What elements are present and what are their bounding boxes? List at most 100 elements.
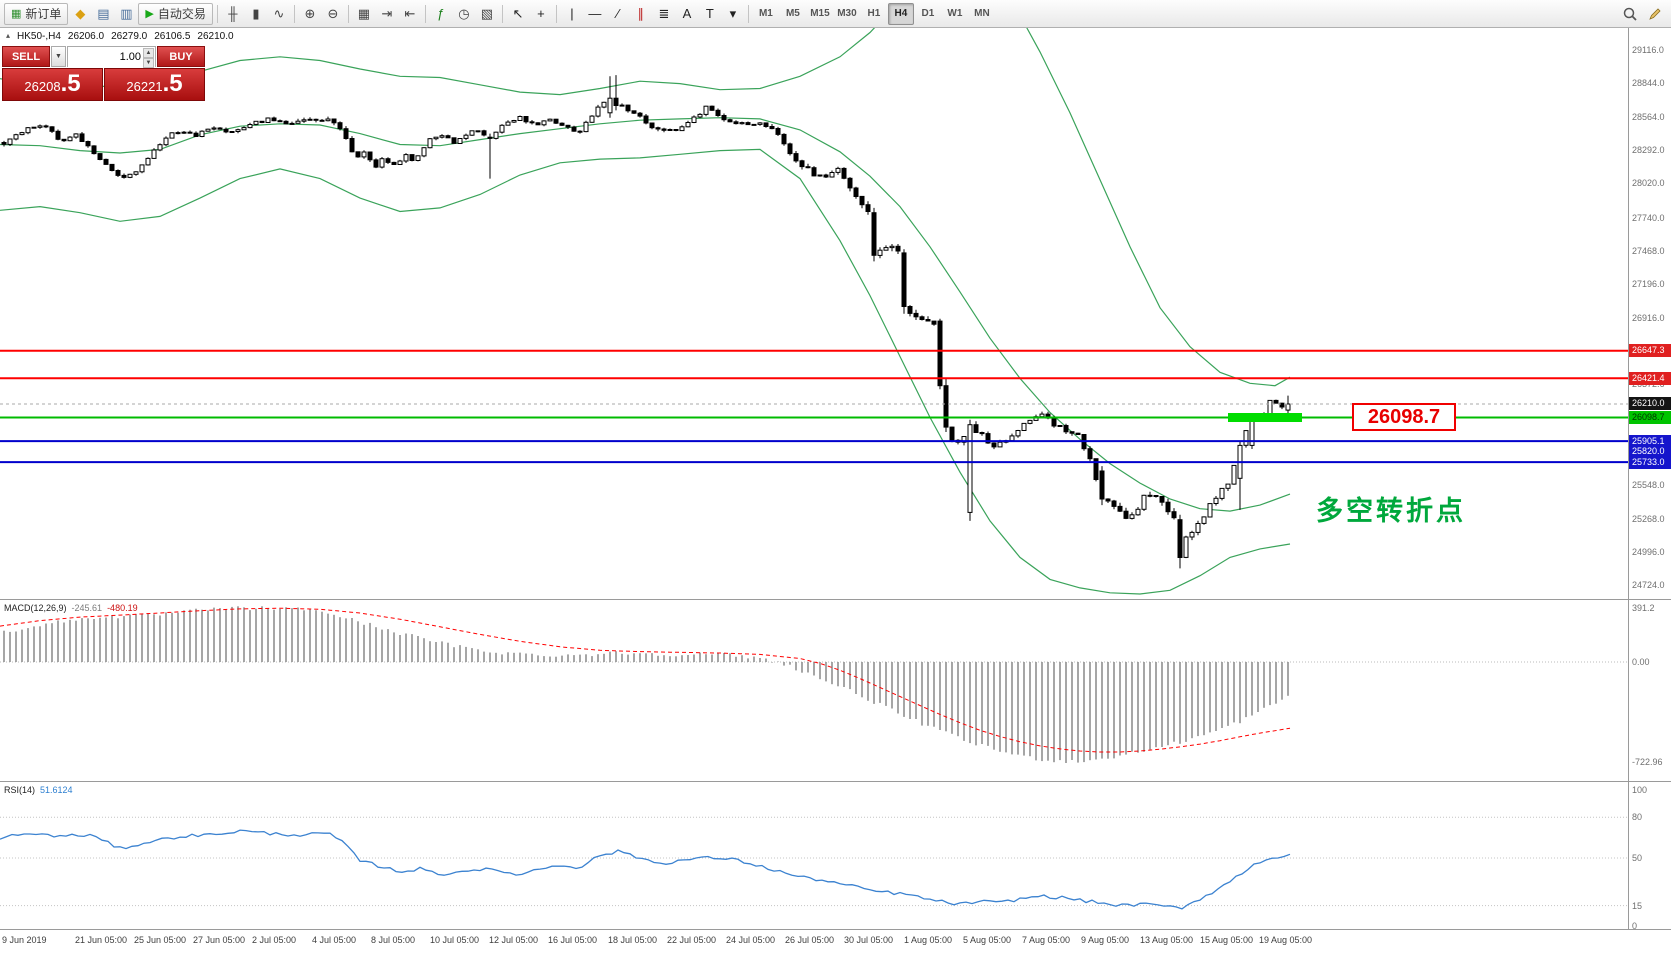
toolbar-separator	[747, 4, 749, 23]
time-label: 2 Jul 05:00	[252, 935, 297, 945]
equidistant-channel-icon[interactable]: ∥	[637, 5, 645, 21]
search-icon[interactable]	[1618, 3, 1642, 25]
fibonacci-icon[interactable]: ≣	[658, 5, 670, 21]
timeframe-m5[interactable]: M5	[785, 8, 800, 19]
macd-title: MACD(12,26,9)	[4, 603, 67, 613]
lot-increase-button[interactable]: ▲	[143, 48, 154, 58]
lot-size-field: ▲ ▼	[67, 46, 156, 68]
timeframe-w1[interactable]: W1	[947, 8, 963, 19]
time-label: 30 Jul 05:00	[844, 935, 894, 945]
timeframe-mn[interactable]: MN	[974, 8, 990, 19]
price-level-label: 25733.0	[1629, 456, 1671, 469]
timeframe-d1[interactable]: D1	[921, 8, 935, 19]
auto-scroll-icon[interactable]: ⇥	[381, 5, 393, 21]
panel-separator	[0, 929, 1671, 930]
macd-axis-label: 391.2	[1632, 603, 1655, 613]
price-tick: 26916.0	[1632, 313, 1665, 323]
price-axis[interactable]: 29116.0 28844.0 28564.0 28292.0 28020.0 27740…	[1629, 0, 1671, 953]
buy-button[interactable]: BUY	[157, 46, 205, 67]
timeframe-m1[interactable]: M1	[758, 8, 773, 19]
time-label: 18 Jul 05:00	[608, 935, 658, 945]
lot-decrease-button[interactable]: ▼	[143, 58, 154, 68]
time-label: 15 Aug 05:00	[1200, 935, 1254, 945]
time-label: 9 Aug 05:00	[1081, 935, 1130, 945]
symbol-timeframe: HK50-,H4	[17, 31, 61, 42]
symbols-window-icon[interactable]: ◆	[75, 5, 86, 21]
arrows-dropdown-icon[interactable]: ▾	[729, 5, 737, 21]
price-tick: 25548.0	[1632, 480, 1665, 490]
buy-price-display[interactable]: 26221 .5	[104, 68, 205, 101]
time-label: 16 Jul 05:00	[548, 935, 598, 945]
panel-separator[interactable]	[0, 599, 1671, 600]
timeframe-h1[interactable]: H1	[867, 8, 881, 19]
time-label: 8 Jul 05:00	[371, 935, 416, 945]
price-tick: 27196.0	[1632, 279, 1665, 289]
edit-icon[interactable]	[1643, 3, 1667, 25]
price-tick: 29116.0	[1632, 45, 1664, 55]
price-level-label: 26210.0	[1629, 397, 1671, 410]
lot-size-input[interactable]	[68, 47, 155, 67]
price-level-label: 26421.4	[1629, 372, 1671, 385]
price-tick: 28564.0	[1632, 112, 1665, 122]
bar-chart-icon[interactable]: ╫	[228, 6, 238, 21]
price-tick: 24724.0	[1632, 580, 1665, 590]
tile-windows-icon[interactable]: ▦	[357, 5, 371, 21]
rsi-title: RSI(14)	[4, 785, 36, 795]
macd-panel[interactable]	[0, 600, 1628, 782]
time-label: 7 Aug 05:00	[1022, 935, 1071, 945]
new-order-button[interactable]: ▦ 新订单	[4, 2, 69, 25]
timeframe-h4[interactable]: H4	[887, 2, 914, 25]
time-label: 26 Jul 05:00	[785, 935, 835, 945]
templates-icon[interactable]: ▧	[480, 5, 494, 21]
toolbar-separator	[293, 4, 295, 23]
time-axis[interactable]: 9 Jun 2019 21 Jun 05:00 25 Jun 05:00 27 Jun…	[0, 930, 1671, 953]
rsi-value: 51.6124	[40, 785, 73, 795]
zoom-in-icon[interactable]: ⊕	[304, 5, 316, 21]
indicators-icon[interactable]: ƒ	[437, 6, 445, 21]
periods-icon[interactable]: ◷	[458, 5, 470, 21]
new-order-button-icon: ▦	[11, 8, 22, 20]
crosshair-icon[interactable]: +	[537, 6, 545, 21]
rsi-axis-label: 100	[1632, 785, 1648, 795]
time-label: 4 Jul 05:00	[312, 935, 357, 945]
macd-indicator-label: MACD(12,26,9) -245.61 -480.19	[4, 603, 138, 613]
panel-separator[interactable]	[0, 781, 1671, 782]
market-watch-icon[interactable]: ▤	[97, 5, 110, 21]
rsi-axis-label: 15	[1632, 901, 1643, 911]
ohlc-close: 26210.0	[197, 31, 234, 42]
main-chart[interactable]	[0, 28, 1628, 600]
timeframe-m15[interactable]: M15	[810, 8, 830, 19]
price-tick: 27468.0	[1632, 246, 1665, 256]
line-chart-icon[interactable]: ∿	[273, 5, 285, 21]
autotrade-button-icon: ▶	[145, 8, 154, 20]
trendline-icon[interactable]: ∕	[616, 6, 619, 21]
turning-point-annotation: 多空转折点	[1316, 496, 1466, 526]
time-label: 1 Aug 05:00	[904, 935, 953, 945]
timeframe-m30[interactable]: M30	[837, 8, 857, 19]
price-annotation-box[interactable]: 26098.7	[1352, 403, 1456, 431]
horizontal-line-icon[interactable]: —	[588, 6, 602, 21]
buy-price-main: 26221	[126, 79, 163, 94]
toolbar: ▦ 新订单 ◆ ▤ ▥ ▶ 自动交易 ╫ ▮ ∿ ⊕ ⊖ ▦ ⇥ ⇤ ƒ ◷ ▧ ↖ + | — ∕ ∥ ≣ A T ▾ M1 M5 M15…	[0, 0, 1671, 28]
sell-price-display[interactable]: 26208 .5	[2, 68, 103, 101]
navigator-icon[interactable]: ▥	[120, 5, 133, 21]
time-label: 22 Jul 05:00	[667, 935, 717, 945]
toolbar-separator	[555, 4, 557, 23]
sell-button[interactable]: SELL	[2, 46, 50, 67]
candlestick-chart-icon[interactable]: ▮	[252, 5, 260, 21]
zoom-out-icon[interactable]: ⊖	[327, 5, 339, 21]
vertical-line-icon[interactable]: |	[570, 6, 574, 21]
time-label: 19 Aug 05:00	[1259, 935, 1313, 945]
time-label: 13 Aug 05:00	[1140, 935, 1194, 945]
price-tick: 24996.0	[1632, 547, 1665, 557]
cursor-icon[interactable]: ↖	[512, 5, 524, 21]
chart-shift-icon[interactable]: ⇤	[404, 5, 416, 21]
text-icon[interactable]: A	[682, 6, 692, 21]
rsi-panel[interactable]	[0, 782, 1628, 930]
price-tick: 28292.0	[1632, 145, 1665, 155]
price-tick: 27740.0	[1632, 213, 1665, 223]
price-level-label: 26098.7	[1629, 411, 1671, 424]
text-label-icon[interactable]: T	[705, 6, 714, 21]
trade-settings-dropdown[interactable]: ▼	[51, 46, 66, 67]
autotrade-button[interactable]: ▶ 自动交易	[138, 2, 213, 25]
